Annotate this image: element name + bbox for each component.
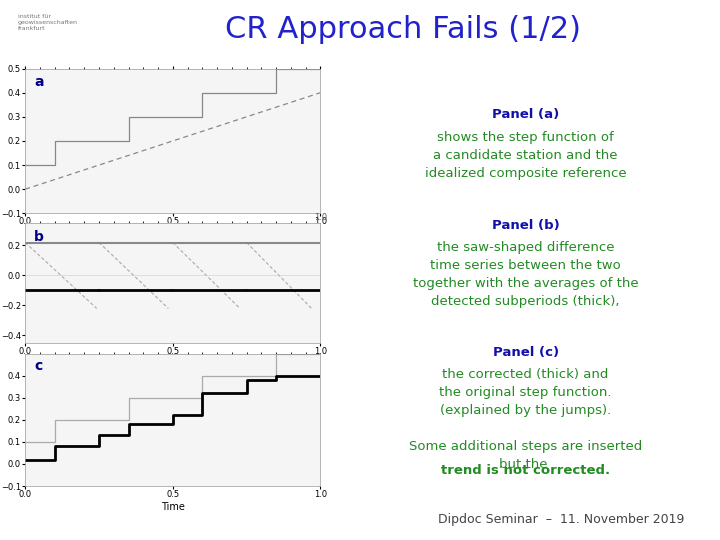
Text: shows the step function of
a candidate station and the
idealized composite refer: shows the step function of a candidate s… [425, 131, 626, 180]
Text: Dipdoc Seminar  –  11. November 2019: Dipdoc Seminar – 11. November 2019 [438, 514, 684, 526]
Text: the saw-shaped difference
time series between the two
together with the averages: the saw-shaped difference time series be… [413, 241, 639, 308]
Text: 1.0: 1.0 [314, 213, 327, 222]
Text: Panel (b): Panel (b) [492, 219, 559, 232]
Text: trend is not corrected.: trend is not corrected. [441, 464, 610, 477]
X-axis label: Time: Time [161, 502, 185, 512]
Text: Panel (c): Panel (c) [492, 346, 559, 359]
Text: a: a [34, 75, 43, 89]
Text: Panel (a): Panel (a) [492, 108, 559, 121]
Text: Some additional steps are inserted
but the: Some additional steps are inserted but t… [409, 440, 642, 471]
Text: c: c [34, 359, 42, 373]
Text: CR Approach Fails (1/2): CR Approach Fails (1/2) [225, 15, 581, 44]
Text: b: b [34, 230, 44, 244]
Text: the corrected (thick) and
the original step function.
(explained by the jumps).: the corrected (thick) and the original s… [439, 368, 612, 417]
Text: institut für
geowissenschaften
frankfurt: institut für geowissenschaften frankfurt [18, 14, 78, 31]
